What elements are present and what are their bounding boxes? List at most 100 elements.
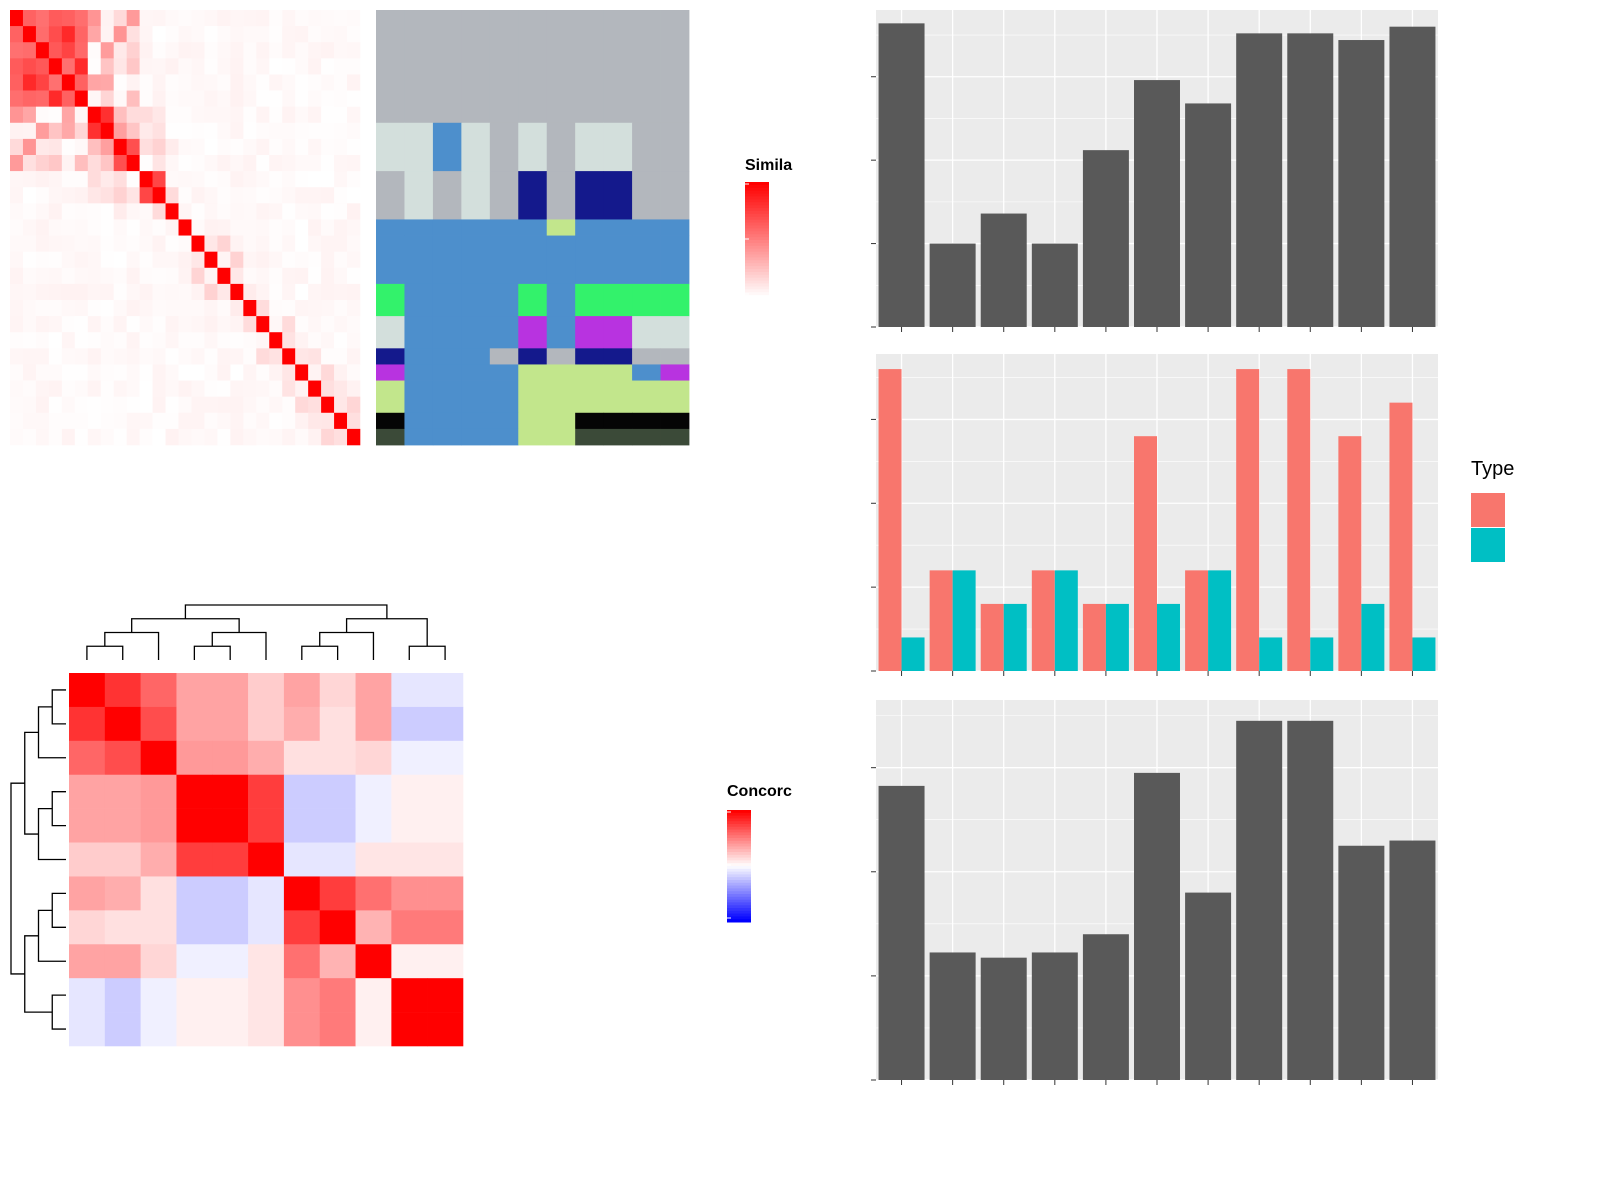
concordance-legend-swatch [727, 826, 751, 831]
similarity-cell [126, 10, 140, 27]
similarity-cell [87, 187, 102, 204]
similarity-cell [269, 42, 283, 59]
similarity-cell [321, 283, 335, 301]
cluster-assignment-cell [489, 316, 519, 349]
similarity-cell [165, 26, 179, 43]
cluster-assignment-cell [376, 380, 405, 414]
similarity-cell [152, 316, 166, 333]
cluster-assignment-cell [632, 380, 661, 414]
similarity-cell [87, 58, 102, 75]
similarity-cell [35, 332, 50, 349]
concordance-cell [319, 808, 356, 843]
similarity-cell [100, 171, 115, 188]
similarity-cell [10, 267, 24, 285]
similarity-cell [217, 219, 231, 236]
similarity-cell [139, 90, 153, 107]
bar [878, 23, 925, 327]
concordance-legend-swatch [727, 810, 751, 814]
similarity-cell [204, 58, 218, 75]
similarity-cell [217, 300, 231, 317]
cluster-assignment-cell [432, 316, 462, 349]
cluster-assignment-cell [632, 364, 661, 381]
similarity-cell [22, 219, 37, 236]
similarity-legend-swatch [745, 213, 769, 218]
similarity-cell [347, 428, 361, 446]
similarity-cell [256, 412, 270, 430]
similarity-cell [334, 332, 348, 349]
similarity-cell [191, 316, 205, 333]
concordance-cell [176, 978, 213, 1013]
bar-all-sizes [1134, 436, 1157, 671]
legend-swatch-size-ge5 [1471, 528, 1505, 562]
similarity-cell [269, 90, 283, 107]
similarity-cell [35, 412, 50, 430]
similarity-cell [282, 10, 296, 27]
similarity-cell [48, 380, 63, 397]
concordance-cell [104, 978, 141, 1013]
similarity-cell [308, 300, 322, 317]
similarity-cell [191, 267, 205, 285]
similarity-cell [334, 58, 348, 75]
cluster-assignment-cell [376, 10, 405, 124]
similarity-cell [178, 348, 192, 365]
similarity-cell [22, 283, 37, 301]
similarity-cell [295, 412, 309, 430]
concordance-legend-swatch [727, 835, 751, 839]
similarity-cell [139, 58, 153, 75]
similarity-cell [100, 138, 115, 156]
similarity-cell [35, 58, 50, 75]
concordance-legend-swatch [727, 871, 751, 875]
cluster-assignment-cell [575, 122, 605, 172]
similarity-cell [295, 106, 309, 124]
concordance-cell [212, 944, 249, 979]
similarity-cell [308, 412, 322, 430]
similarity-cell [87, 364, 102, 381]
concordance-cell [104, 842, 141, 877]
similarity-cell [243, 74, 257, 91]
similarity-cell [165, 364, 179, 381]
similarity-cell [165, 106, 179, 124]
cluster-assignment-cell [404, 428, 434, 446]
similarity-cell [256, 90, 270, 107]
cluster-assignment-cell [518, 283, 548, 317]
similarity-cell [48, 348, 63, 365]
bar [878, 785, 925, 1080]
bar [1338, 845, 1385, 1080]
cluster-assignment-cell [404, 171, 434, 220]
similarity-cell [152, 122, 166, 140]
similarity-cell [61, 412, 76, 430]
cluster-assignment-cell [461, 122, 491, 172]
similarity-cell [61, 267, 76, 285]
similarity-cell [61, 316, 76, 333]
cluster-assignment-cell [518, 171, 548, 220]
similarity-cell [347, 348, 361, 365]
concordance-cell [69, 910, 106, 945]
similarity-cell [243, 90, 257, 107]
concordance-legend-swatch [727, 866, 751, 870]
similarity-cell [217, 155, 231, 172]
similarity-cell [100, 316, 115, 333]
similarity-cell [217, 26, 231, 43]
similarity-cell [126, 203, 140, 220]
similarity-cell [191, 26, 205, 43]
concordance-legend-swatch [727, 812, 751, 817]
concordance-cell [212, 673, 249, 708]
cluster-assignment-cell [603, 348, 633, 365]
similarity-cell [178, 364, 192, 381]
similarity-cell [10, 155, 24, 172]
similarity-cell [165, 412, 179, 430]
concordance-cell [355, 706, 392, 742]
similarity-cell [295, 300, 309, 317]
similarity-cell [269, 10, 283, 27]
cluster-assignment-cell [376, 348, 405, 365]
concordance-cell [283, 774, 321, 809]
bar [1389, 26, 1436, 328]
similarity-cell [48, 42, 63, 59]
similarity-cell [347, 364, 361, 381]
similarity-cell [61, 380, 76, 397]
cluster-assignment-cell [603, 219, 633, 236]
similarity-cell [308, 348, 322, 365]
similarity-cell [61, 171, 76, 188]
similarity-cell [204, 171, 218, 188]
cluster-assignment-cell [660, 316, 690, 349]
